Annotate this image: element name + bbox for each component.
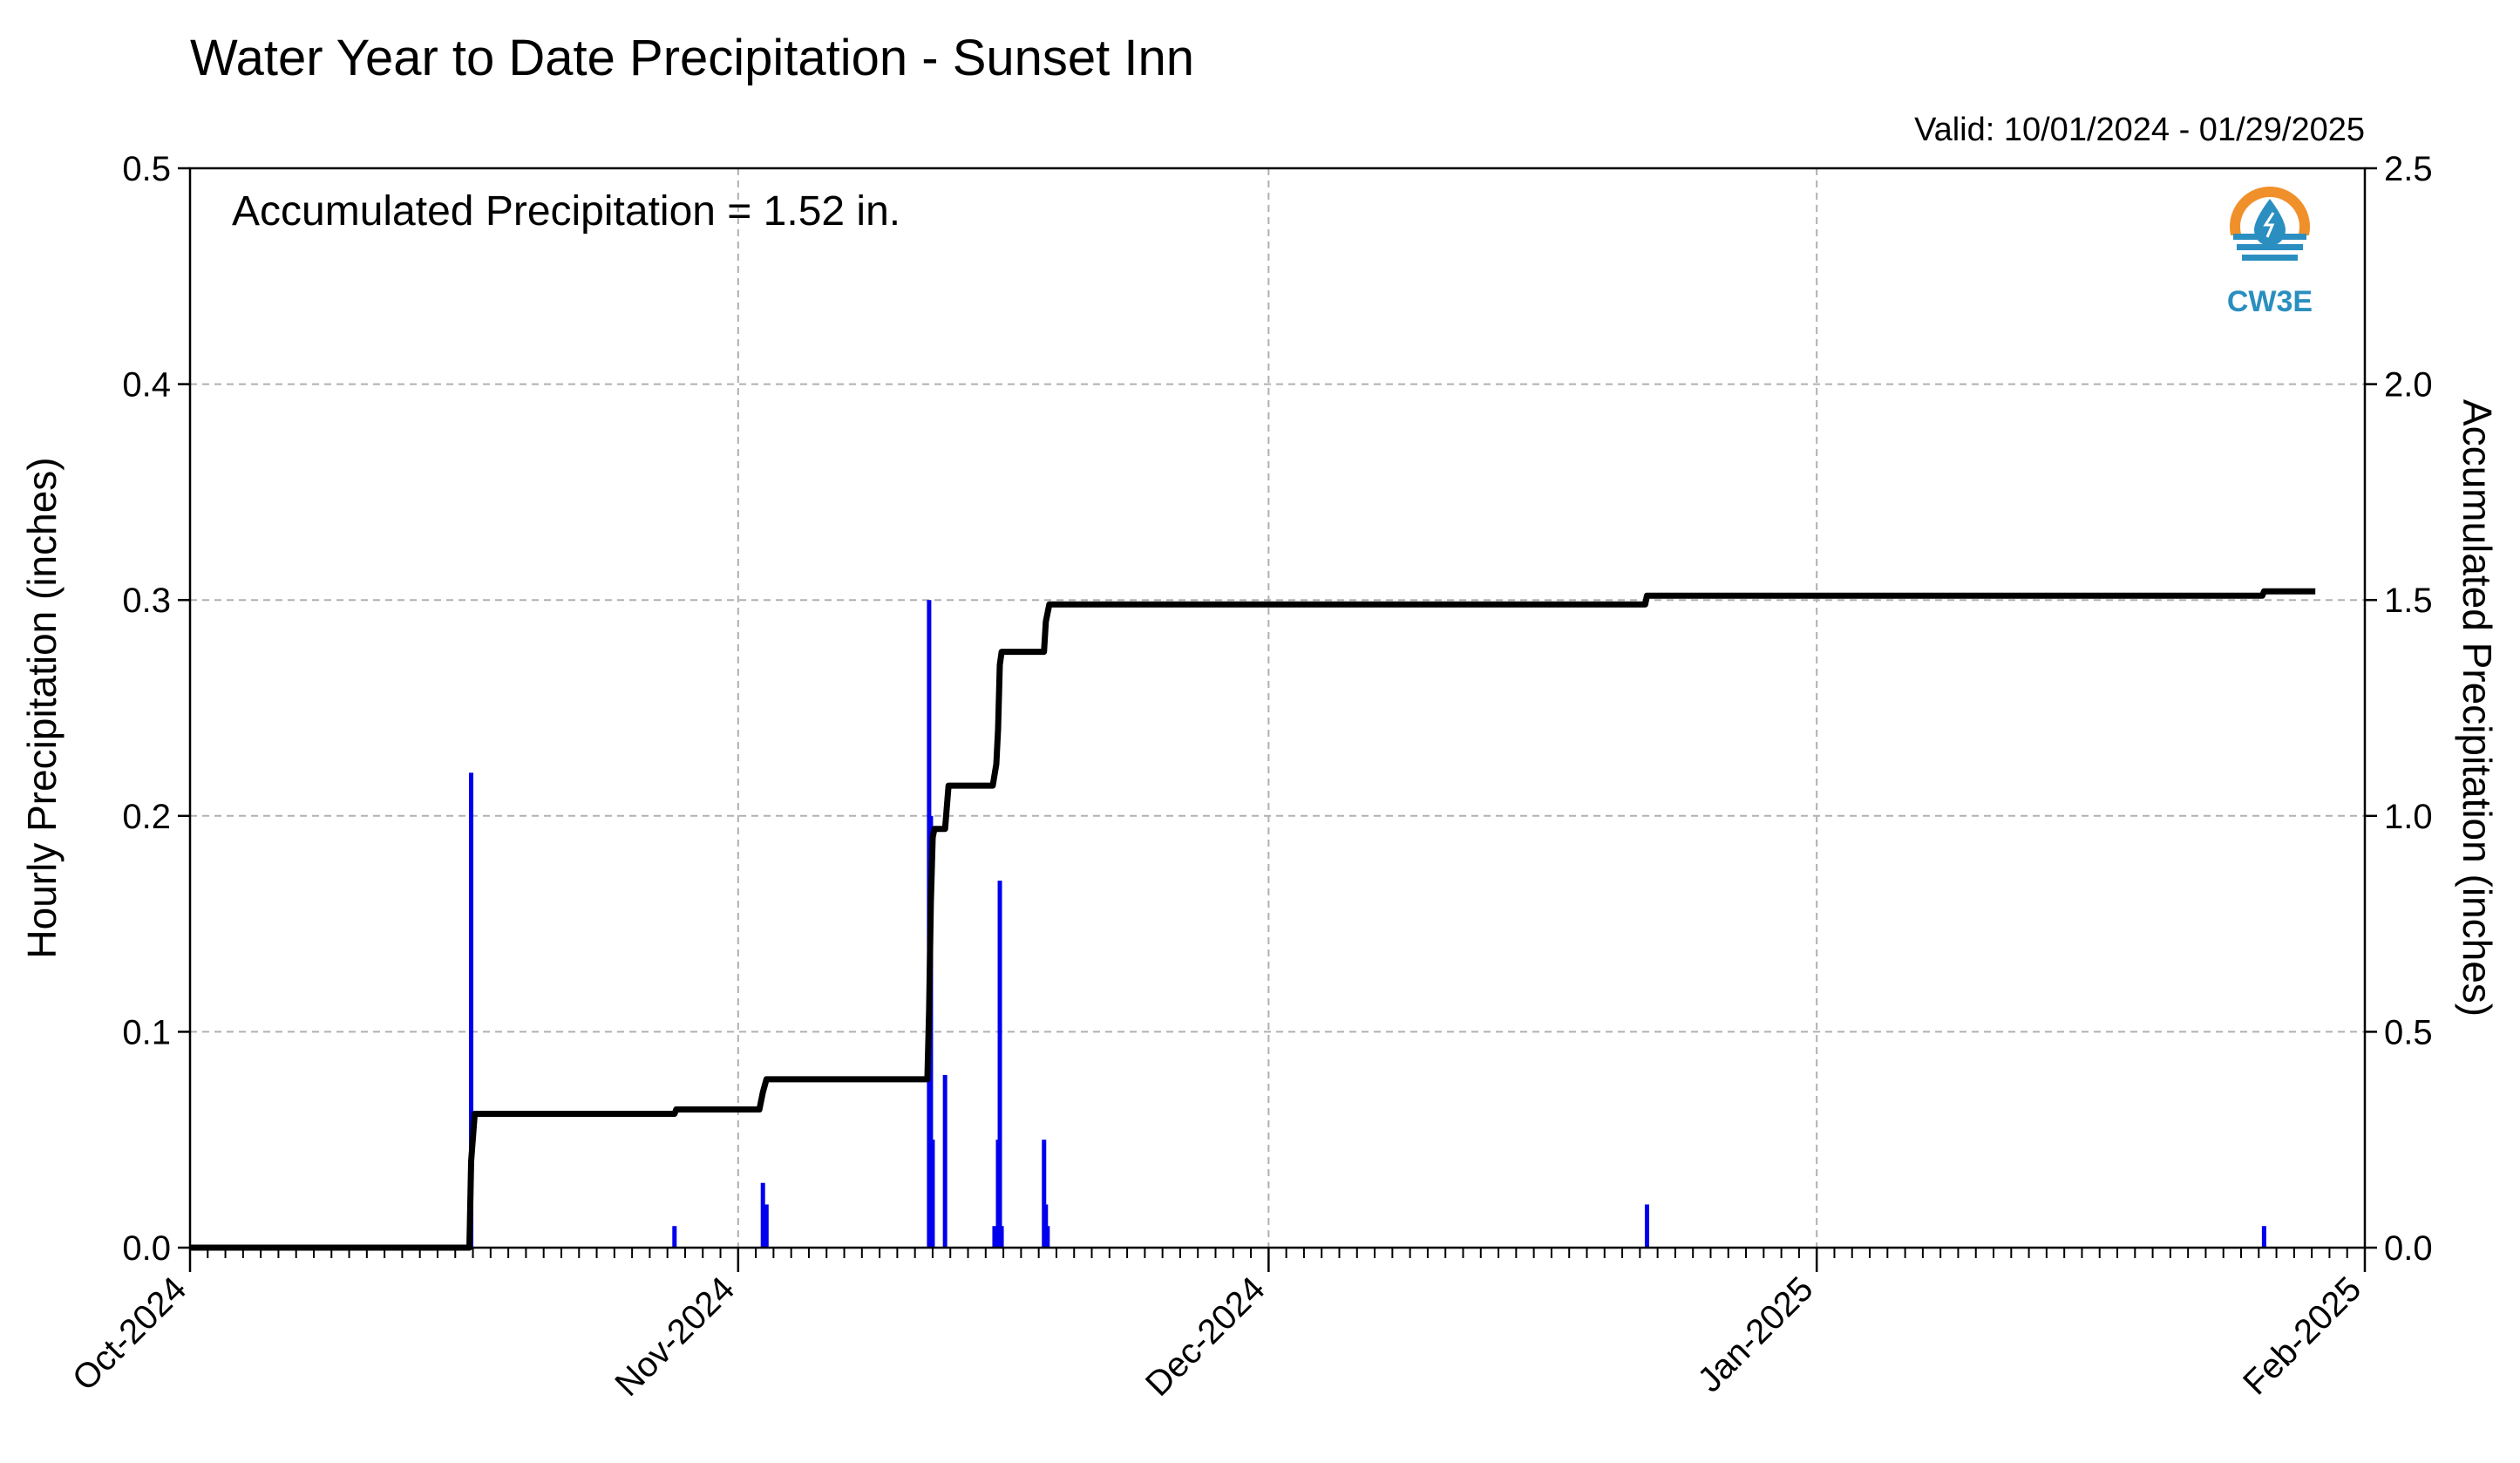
y-tick-label-right: 0.5 xyxy=(2384,1013,2433,1051)
hourly-bar xyxy=(760,1182,765,1248)
y-axis-label-right: Accumulated Precipitation (inches) xyxy=(2455,399,2500,1017)
hourly-bar xyxy=(999,1226,1004,1248)
x-tick-label: Jan-2025 xyxy=(1690,1269,1820,1399)
hourly-bar xyxy=(469,772,474,1248)
y-tick-label-left: 0.1 xyxy=(122,1013,171,1051)
hourly-bar xyxy=(992,1226,997,1248)
x-tick-label: Nov-2024 xyxy=(608,1269,742,1404)
y-tick-label-left: 0.3 xyxy=(122,582,171,620)
hourly-bar xyxy=(1045,1226,1050,1248)
hourly-bar xyxy=(930,1140,935,1248)
y-tick-label-left: 0.4 xyxy=(122,366,171,405)
x-tick-label: Feb-2025 xyxy=(2236,1269,2368,1402)
x-tick-label: Oct-2024 xyxy=(65,1269,194,1398)
axis-ticks: 0.0 0.1 0.2 0.3 0.4 0.5 0.0 0.5 1.0 1.5 2.0 2.5 Oct-… xyxy=(65,150,2433,1404)
hourly-bar xyxy=(1042,1140,1047,1248)
hourly-bar xyxy=(2261,1226,2266,1248)
accumulated-annotation: Accumulated Precipitation = 1.52 in. xyxy=(232,188,900,235)
cw3e-logo: CW3E xyxy=(2227,187,2313,318)
chart-title: Water Year to Date Precipitation - Sunse… xyxy=(190,30,1194,86)
y-tick-label-right: 1.0 xyxy=(2384,798,2433,836)
hourly-bar xyxy=(997,881,1002,1248)
y-tick-label-right: 0.0 xyxy=(2384,1229,2433,1268)
y-tick-label-left: 0.5 xyxy=(122,150,171,188)
y-axis-label-left: Hourly Precipitation (inches) xyxy=(19,457,65,958)
hourly-bar xyxy=(764,1204,769,1248)
logo-text: CW3E xyxy=(2227,285,2313,318)
hourly-bar xyxy=(672,1226,677,1248)
hourly-bar xyxy=(942,1074,948,1248)
hourly-bar xyxy=(1644,1204,1649,1248)
grid-lines xyxy=(190,168,2365,1248)
accumulated-precip-line xyxy=(190,588,2316,1251)
y-tick-label-right: 2.0 xyxy=(2384,366,2433,405)
valid-date-range: Valid: 10/01/2024 - 01/29/2025 xyxy=(1914,112,2365,148)
y-tick-label-left: 0.2 xyxy=(122,798,171,836)
y-tick-label-right: 2.5 xyxy=(2384,150,2433,188)
y-tick-label-left: 0.0 xyxy=(122,1229,171,1268)
x-tick-label: Dec-2024 xyxy=(1138,1269,1273,1404)
y-tick-label-right: 1.5 xyxy=(2384,582,2433,620)
plot-frame xyxy=(188,167,2367,1249)
